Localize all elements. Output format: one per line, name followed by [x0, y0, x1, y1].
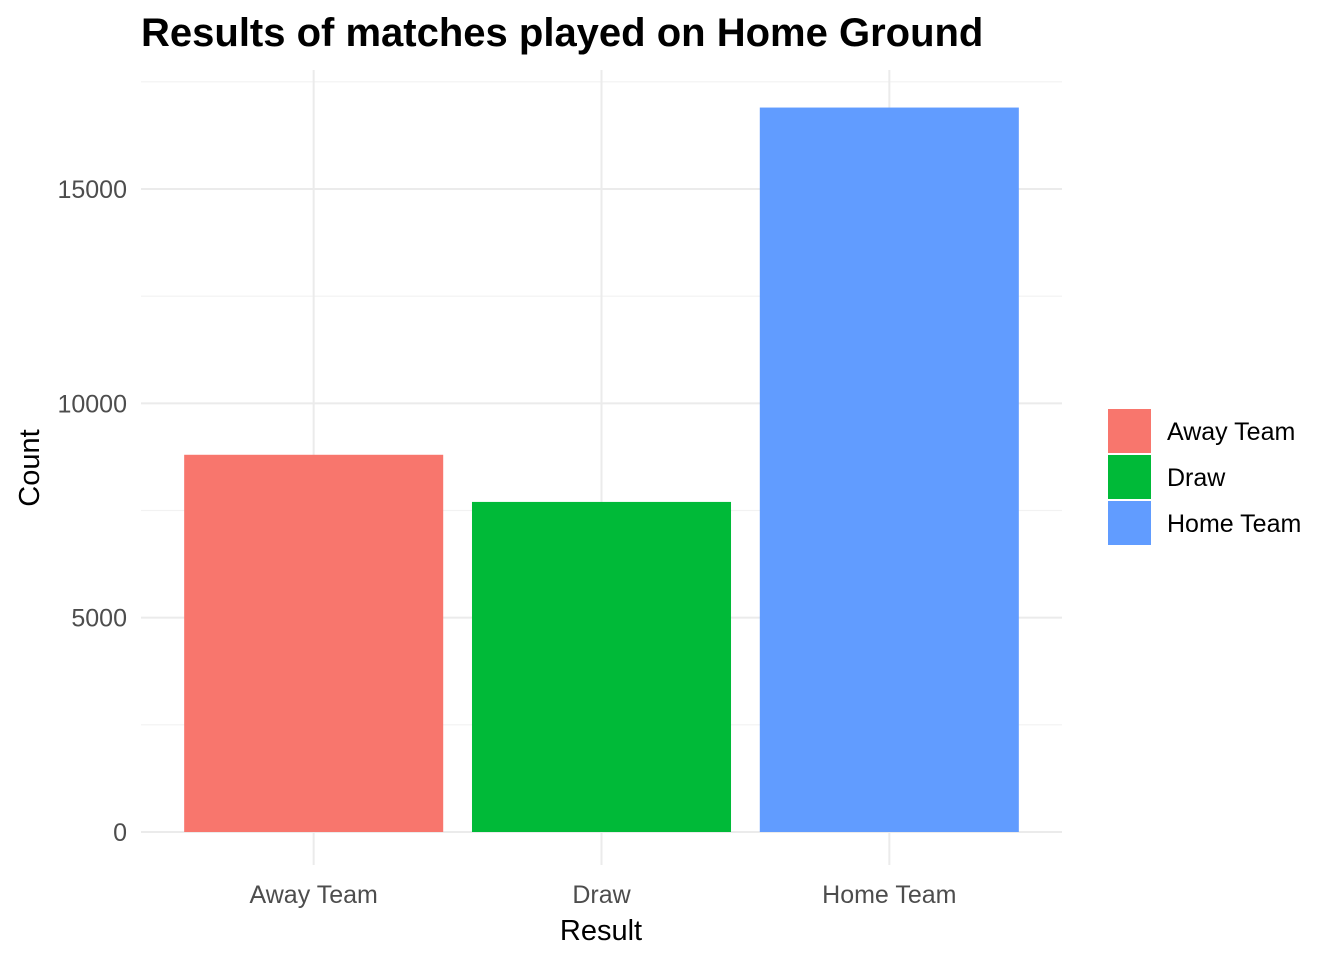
- y-tick-label: 0: [113, 819, 127, 847]
- x-axis-ticks: Away Team Draw Home Team: [250, 881, 957, 909]
- x-tick-label: Draw: [572, 881, 631, 909]
- legend-label: Draw: [1167, 464, 1226, 492]
- y-tick-label: 10000: [57, 390, 127, 418]
- x-tick-label: Home Team: [822, 881, 956, 909]
- legend-label: Away Team: [1167, 418, 1295, 446]
- y-axis-ticks: 0 5000 10000 15000: [57, 176, 127, 847]
- x-tick-label: Away Team: [250, 881, 378, 909]
- legend-key: [1108, 409, 1151, 453]
- bars: [184, 107, 1019, 832]
- y-tick-label: 5000: [71, 605, 127, 633]
- bar: [471, 501, 732, 832]
- legend-key: [1108, 501, 1151, 545]
- legend-label: Home Team: [1167, 510, 1301, 538]
- legend: Away Team Draw Home Team: [1108, 409, 1301, 545]
- y-tick-label: 15000: [57, 176, 127, 204]
- y-axis-title: Count: [14, 429, 46, 506]
- x-axis-title: Result: [560, 915, 642, 947]
- legend-key: [1108, 455, 1151, 499]
- bar: [184, 454, 444, 832]
- bar: [759, 107, 1019, 832]
- chart-title: Results of matches played on Home Ground: [141, 11, 983, 55]
